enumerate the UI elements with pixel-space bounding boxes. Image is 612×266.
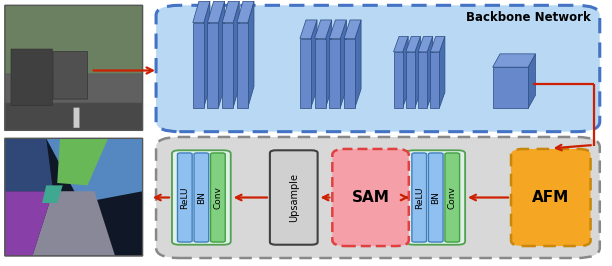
FancyBboxPatch shape: [332, 149, 409, 246]
Polygon shape: [403, 36, 408, 108]
FancyBboxPatch shape: [211, 153, 225, 242]
Text: BN: BN: [431, 191, 440, 204]
FancyBboxPatch shape: [73, 108, 80, 128]
Text: BN: BN: [197, 191, 206, 204]
Polygon shape: [355, 20, 361, 108]
FancyBboxPatch shape: [194, 153, 209, 242]
Polygon shape: [58, 138, 108, 185]
Polygon shape: [248, 1, 254, 108]
Polygon shape: [315, 20, 332, 39]
FancyBboxPatch shape: [177, 153, 192, 242]
Polygon shape: [204, 1, 210, 108]
Polygon shape: [493, 54, 536, 67]
Polygon shape: [427, 36, 433, 108]
FancyBboxPatch shape: [270, 150, 318, 245]
Text: Conv: Conv: [214, 186, 222, 209]
FancyBboxPatch shape: [156, 137, 600, 258]
Polygon shape: [326, 20, 332, 108]
FancyBboxPatch shape: [11, 49, 53, 105]
Polygon shape: [493, 67, 528, 109]
Polygon shape: [406, 52, 415, 108]
Polygon shape: [418, 36, 433, 52]
Polygon shape: [406, 36, 420, 52]
Polygon shape: [222, 23, 233, 108]
Polygon shape: [207, 23, 218, 108]
Polygon shape: [394, 52, 403, 108]
Polygon shape: [237, 1, 254, 23]
Polygon shape: [439, 36, 445, 108]
Polygon shape: [237, 23, 248, 108]
Polygon shape: [394, 36, 408, 52]
FancyBboxPatch shape: [5, 138, 143, 256]
FancyBboxPatch shape: [5, 5, 143, 74]
Polygon shape: [193, 1, 210, 23]
FancyBboxPatch shape: [511, 149, 591, 246]
Text: Backbone Network: Backbone Network: [466, 11, 591, 24]
Polygon shape: [47, 138, 143, 203]
Polygon shape: [193, 23, 204, 108]
Polygon shape: [415, 36, 420, 108]
Polygon shape: [218, 1, 225, 108]
FancyBboxPatch shape: [428, 153, 443, 242]
FancyBboxPatch shape: [5, 74, 143, 130]
FancyBboxPatch shape: [406, 150, 465, 245]
Text: SAM: SAM: [352, 190, 389, 205]
Polygon shape: [418, 52, 427, 108]
Polygon shape: [311, 20, 317, 108]
Polygon shape: [340, 20, 346, 108]
Polygon shape: [528, 54, 536, 109]
Text: Conv: Conv: [448, 186, 457, 209]
Text: AFM: AFM: [532, 190, 569, 205]
Polygon shape: [329, 39, 340, 108]
Polygon shape: [300, 39, 311, 108]
Polygon shape: [32, 191, 115, 256]
Polygon shape: [233, 1, 239, 108]
FancyBboxPatch shape: [156, 5, 600, 132]
Polygon shape: [5, 138, 53, 191]
FancyBboxPatch shape: [5, 103, 143, 130]
Polygon shape: [5, 191, 53, 256]
Polygon shape: [42, 185, 63, 203]
Polygon shape: [329, 20, 346, 39]
Polygon shape: [430, 36, 445, 52]
Polygon shape: [344, 20, 361, 39]
Polygon shape: [344, 39, 355, 108]
FancyBboxPatch shape: [412, 153, 427, 242]
FancyBboxPatch shape: [172, 150, 231, 245]
Polygon shape: [207, 1, 225, 23]
Text: ReLU: ReLU: [181, 186, 189, 209]
FancyBboxPatch shape: [445, 153, 460, 242]
FancyBboxPatch shape: [53, 52, 88, 99]
Polygon shape: [430, 52, 439, 108]
Polygon shape: [315, 39, 326, 108]
Text: ReLU: ReLU: [415, 186, 424, 209]
Polygon shape: [300, 20, 317, 39]
Polygon shape: [222, 1, 239, 23]
Text: Upsample: Upsample: [289, 173, 299, 222]
